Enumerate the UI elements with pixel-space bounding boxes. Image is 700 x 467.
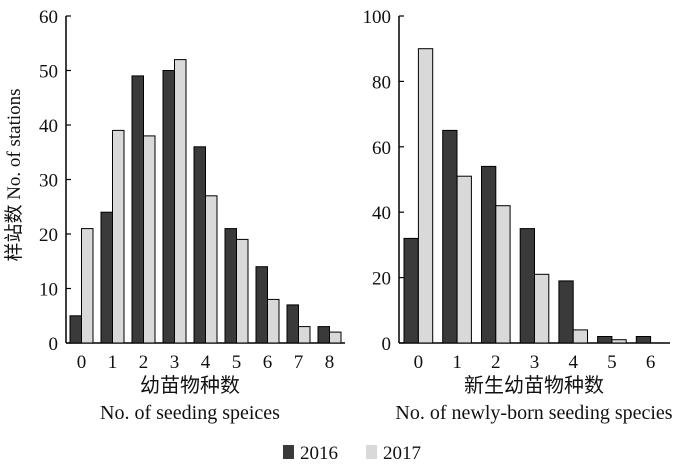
chart2-bar-2016-2 <box>481 165 497 344</box>
chart1-bar-2017-5 <box>236 238 249 344</box>
chart1-y-tick-label: 30 <box>39 171 58 192</box>
chart1-bar-2016-8 <box>317 326 330 344</box>
chart1-x-tick-label: 0 <box>77 352 87 373</box>
chart2-y-tick-label: 100 <box>363 7 392 28</box>
chart2-bar-2017-0 <box>417 48 434 344</box>
legend-label-2016: 2016 <box>300 443 338 462</box>
chart1-bar-2016-5 <box>224 228 237 344</box>
chart2-bar-2016-5 <box>597 336 613 344</box>
chart1-x-tick-label: 5 <box>232 352 242 373</box>
chart1-x-tick-label: 8 <box>325 352 335 373</box>
chart2-bar-2016-1 <box>442 129 458 344</box>
chart1-bar-2017-1 <box>112 129 125 344</box>
chart2-y-tick-label: 60 <box>372 138 391 159</box>
chart1-x-tick-label: 4 <box>201 352 211 373</box>
y-axis-label: 样站数 No. of stations <box>3 88 25 261</box>
legend-label-2017: 2017 <box>383 443 421 462</box>
chart2-x-tick-label: 5 <box>607 352 617 373</box>
chart1-x-tick-label: 7 <box>294 352 304 373</box>
chart2-y-tick-label: 20 <box>372 269 391 290</box>
legend-swatch-2016 <box>283 445 294 459</box>
legend-swatch-2017 <box>366 445 377 459</box>
chart1-x-axis-label-en: No. of seeding speices <box>100 402 280 424</box>
chart1-y-tick-label: 0 <box>49 334 59 355</box>
chart1-bar-2017-8 <box>329 331 342 344</box>
chart1-x-tick-label: 3 <box>170 352 180 373</box>
chart1-bar-2016-3 <box>162 70 175 344</box>
chart2-bar-2017-5 <box>611 339 627 344</box>
chart2-x-axis-label-cn: 新生幼苗物种数 <box>464 374 604 397</box>
chart1-y-tick-label: 40 <box>39 116 58 137</box>
chart2-x-tick-label: 0 <box>414 352 424 373</box>
chart2-bar-2017-2 <box>495 205 511 344</box>
chart2-bar-2016-3 <box>519 228 536 344</box>
chart2-x-axis-label-en: No. of newly-born seeding species <box>395 402 672 424</box>
legend: 2016 2017 <box>283 443 421 464</box>
chart2-x-tick-label: 4 <box>568 352 578 373</box>
chart1-bar-2017-0 <box>81 228 94 344</box>
chart2-bar-2017-1 <box>456 175 472 344</box>
chart1-x-tick-label: 2 <box>139 352 149 373</box>
chart2-x-tick-label: 1 <box>452 352 462 373</box>
chart2-x-tick-label: 3 <box>530 352 540 373</box>
chart1-x-axis-label-cn: 幼苗物种数 <box>140 374 240 397</box>
chart1-bar-2017-2 <box>143 135 156 344</box>
chart2-bar-2016-0 <box>403 237 419 344</box>
chart1-x-tick-label: 1 <box>108 352 118 373</box>
chart1-y-tick-label: 50 <box>39 62 58 83</box>
chart2-bar-2017-4 <box>572 329 589 344</box>
chart2-x-tick-label: 2 <box>491 352 501 373</box>
chart1-x-tick-label: 6 <box>263 352 273 373</box>
chart1-y-tick-label: 60 <box>39 7 58 28</box>
chart2-bar-2016-6 <box>635 336 652 344</box>
chart2-y-tick-label: 80 <box>372 72 391 93</box>
chart1-bar-2017-6 <box>267 298 280 344</box>
chart1-y-tick-label: 10 <box>39 280 58 301</box>
chart1-bar-2016-7 <box>286 304 299 344</box>
chart2-y-tick-label: 40 <box>372 203 391 224</box>
chart1-bar-2016-1 <box>100 211 113 344</box>
chart2-bar-2017-3 <box>534 273 550 344</box>
chart1-bar-2016-0 <box>69 315 82 344</box>
chart1-bar-2017-4 <box>205 195 218 344</box>
chart1-bar-2017-3 <box>174 59 187 344</box>
chart1-bar-2017-7 <box>298 326 311 344</box>
chart1-bar-2016-4 <box>193 146 206 344</box>
chart1-bar-2016-6 <box>255 266 268 344</box>
chart2-x-tick-label: 6 <box>646 352 656 373</box>
chart1-bar-2016-2 <box>131 75 144 344</box>
chart2-bar-2016-4 <box>558 280 574 344</box>
chart1-y-tick-label: 20 <box>39 225 58 246</box>
chart2-y-tick-label: 0 <box>382 334 392 355</box>
